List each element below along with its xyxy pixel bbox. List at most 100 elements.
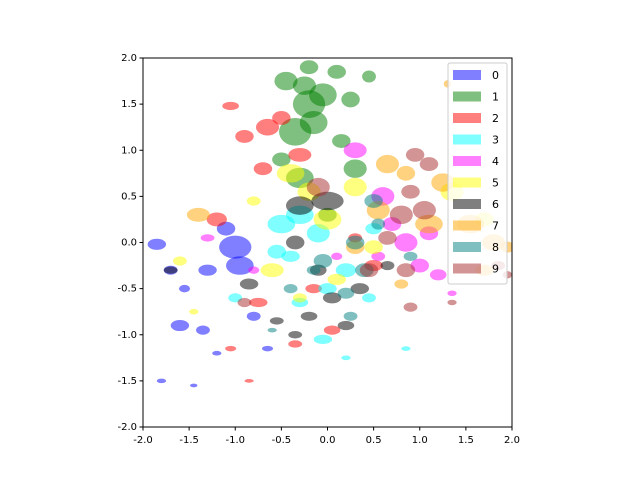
data-point [313,334,333,344]
data-point [311,191,344,211]
data-point [343,142,367,159]
data-point [300,311,318,321]
data-point [378,230,397,245]
data-point [337,320,355,331]
data-point [279,117,312,146]
data-point [196,325,210,335]
data-point [306,177,330,197]
data-point [235,129,254,143]
data-point [389,205,413,225]
data-point [415,214,443,234]
data-point [253,162,273,176]
y-tick-label: -1.5 [117,376,137,387]
legend-swatch [453,156,481,166]
plot-area [147,60,512,388]
data-point [189,308,199,315]
x-tick-label: -1.5 [179,435,199,446]
data-point [237,297,252,308]
data-point [343,311,358,321]
data-point [403,302,418,312]
data-point [318,283,337,295]
legend-label: 5 [492,177,499,190]
x-tick-label: 1.0 [412,435,428,446]
data-point [412,200,436,220]
data-point [396,165,416,181]
data-point [198,264,217,276]
legend-label: 2 [492,112,499,125]
data-point [350,283,370,295]
data-point [309,83,337,107]
data-point [260,263,284,278]
data-point [292,76,316,95]
data-point [147,238,167,250]
legend-swatch [453,199,481,209]
data-point [313,209,342,230]
data-point [285,196,314,215]
y-tick-label: -2.0 [117,422,137,433]
data-point [343,159,367,178]
data-point [305,284,322,294]
y-tick-label: -1.0 [117,330,137,341]
data-point [239,278,259,290]
data-point [362,70,376,83]
data-point [288,340,303,348]
legend-label: 9 [492,263,499,276]
data-point [447,290,457,297]
data-point [288,331,303,339]
data-point [364,194,383,208]
data-point [403,251,418,261]
data-point [190,383,198,388]
legend: 0 1 2 3 4 5 6 7 8 9 [447,62,508,285]
legend-swatch [453,220,481,231]
data-point [380,260,395,271]
legend-label: 4 [492,155,499,168]
data-point [362,293,376,303]
x-tick-label: 0.5 [366,435,382,446]
data-point [267,327,277,333]
data-point [156,378,167,384]
y-tick-label: 1.5 [121,99,137,110]
data-point [272,152,291,167]
data-point [285,235,305,250]
data-point [292,293,307,303]
data-point [248,266,260,274]
data-point [256,118,280,136]
data-point [322,292,342,304]
legend-label: 1 [492,91,499,104]
data-point [401,346,411,351]
y-tick-label: 0.5 [121,191,137,202]
x-tick-label: 2.0 [504,435,520,446]
data-point [306,265,321,275]
data-point [371,251,386,261]
data-point [170,319,190,332]
data-point [335,263,357,278]
data-point [323,325,341,335]
data-point [186,207,210,222]
data-point [283,284,298,294]
data-point [244,379,254,383]
legend-swatch [453,91,481,102]
data-point [447,299,457,306]
x-tick-label: 1.5 [458,435,474,446]
data-point [345,235,365,250]
data-point [410,258,429,273]
data-point [429,269,447,281]
data-point [405,147,425,162]
data-point [267,244,286,259]
data-point [249,297,268,308]
data-point [281,250,300,262]
data-point [219,235,252,259]
data-point [299,60,319,75]
y-tick-label: 0.0 [121,238,137,249]
legend-swatch [453,177,481,188]
legend-label: 3 [492,134,499,147]
data-point [419,157,439,172]
data-point [206,212,227,227]
data-point [172,256,187,266]
legend-swatch [453,263,481,274]
data-point [375,154,399,174]
legend-label: 0 [492,69,499,82]
data-point [226,256,254,275]
data-point [394,233,418,252]
x-tick-label: -1.0 [225,435,245,446]
